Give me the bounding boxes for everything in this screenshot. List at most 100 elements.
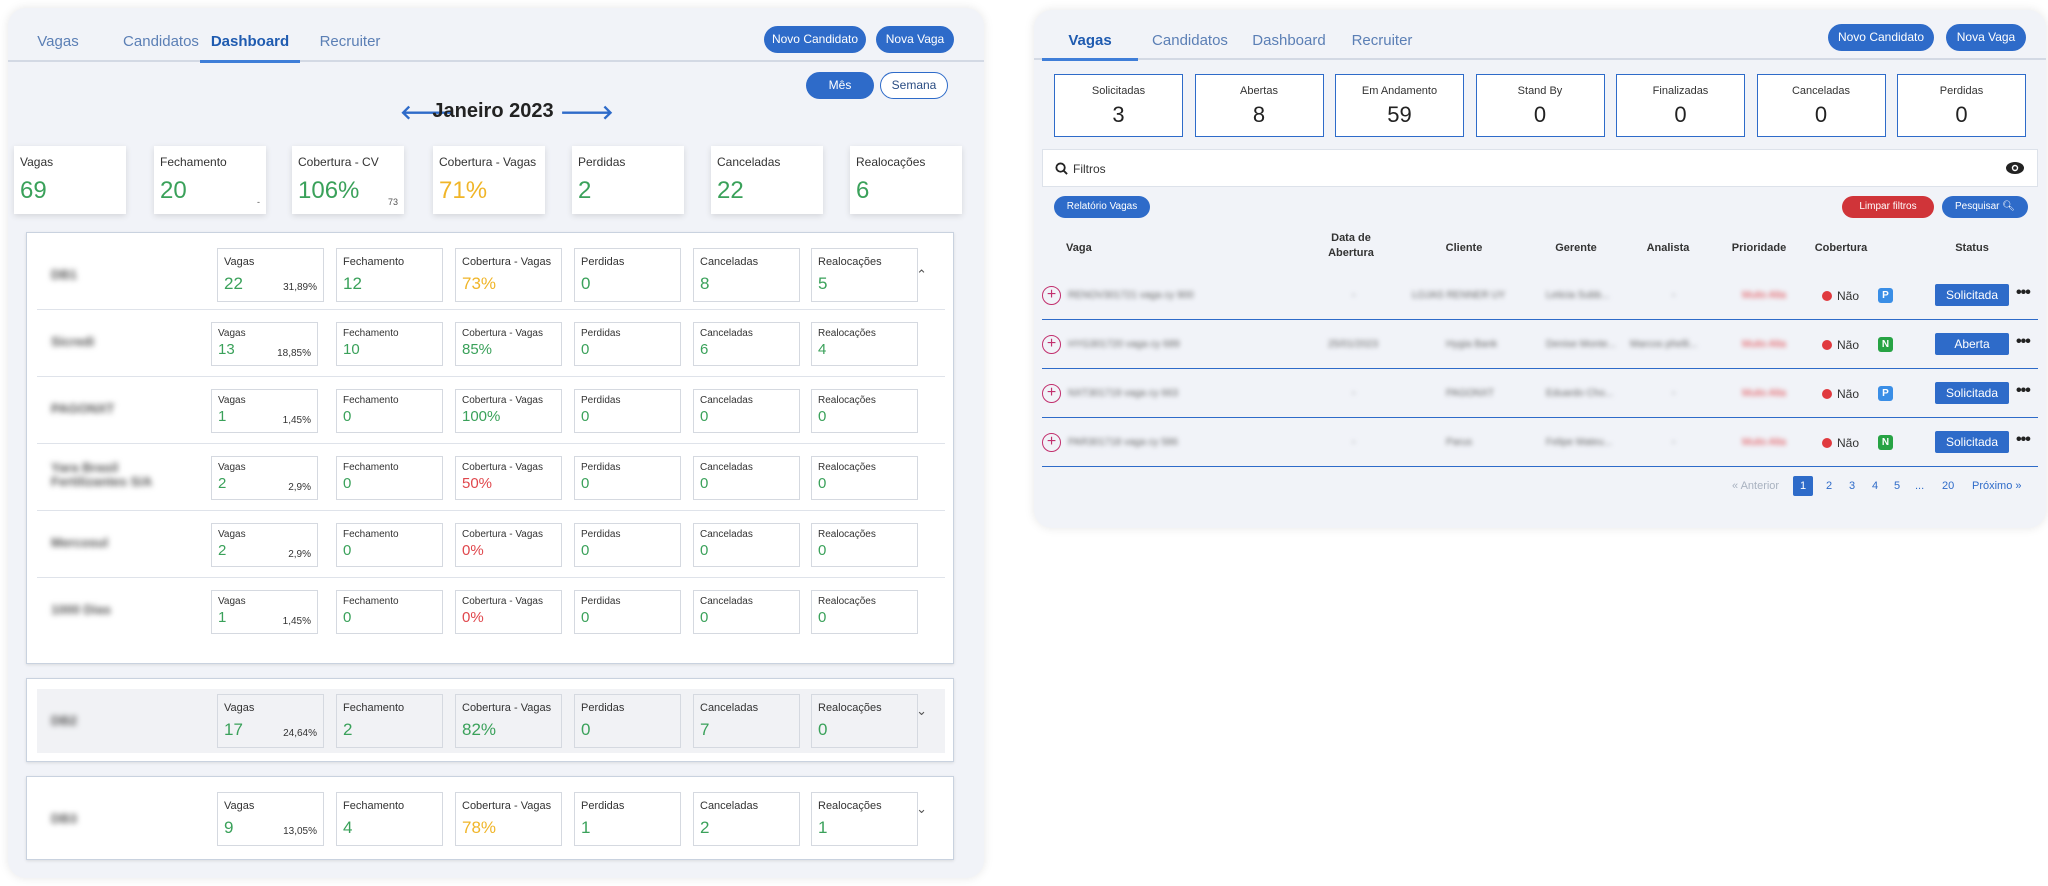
prev-month-arrow-icon[interactable]: 🡐 bbox=[400, 102, 454, 124]
tab-recruiter[interactable]: Recruiter bbox=[1351, 32, 1413, 49]
col-prioridade: Prioridade bbox=[1731, 242, 1787, 254]
cobertura-status-dot-icon bbox=[1822, 340, 1832, 350]
cliente-cell: Parus bbox=[1446, 437, 1473, 448]
chevron-down-icon[interactable]: ⌄ bbox=[916, 801, 927, 816]
expand-plus-icon[interactable]: + bbox=[1042, 384, 1061, 403]
prioridade-cell: Muito Alta bbox=[1742, 339, 1786, 350]
stat-card-em-andamento[interactable]: Em Andamento 59 bbox=[1335, 74, 1464, 137]
stat-value: 0 bbox=[1814, 102, 1828, 127]
pagination-next[interactable]: Próximo » bbox=[1972, 480, 2022, 492]
kpi-card-realocacoes: Realocações 6 bbox=[850, 146, 962, 214]
analista-cell: - bbox=[1672, 290, 1676, 301]
metric-cell-cobertura-vagas: Cobertura - Vagas 82% bbox=[455, 694, 562, 748]
tab-dashboard[interactable]: Dashboard bbox=[200, 8, 300, 63]
limpar-filtros-button[interactable]: Limpar filtros bbox=[1842, 196, 1934, 218]
metric-label: Cobertura - Vagas bbox=[462, 462, 543, 473]
stat-card-stand-by[interactable]: Stand By 0 bbox=[1475, 74, 1605, 137]
metric-value: 0 bbox=[343, 609, 352, 626]
pagination-page[interactable]: 5 bbox=[1894, 480, 1901, 492]
vaga-cell[interactable]: HYG301720 vaga cy 689 bbox=[1068, 339, 1180, 350]
group-header-row[interactable]: DB3 Vagas 9 13,05% Fechamento 4 Cobertura - Va… bbox=[37, 787, 945, 851]
vaga-cell[interactable]: PAR301718 vaga cy 586 bbox=[1068, 437, 1178, 448]
analista-cell: - bbox=[1672, 437, 1676, 448]
mes-button[interactable]: Mês bbox=[806, 72, 874, 99]
metric-value: 7 bbox=[700, 720, 710, 739]
more-options-icon[interactable]: ••• bbox=[2016, 284, 2031, 301]
tab-recruiter[interactable]: Recruiter bbox=[319, 33, 381, 50]
status-button[interactable]: Solicitada bbox=[1935, 284, 2009, 306]
stat-card-finalizadas[interactable]: Finalizadas 0 bbox=[1616, 74, 1745, 137]
expand-plus-icon[interactable]: + bbox=[1042, 286, 1061, 305]
status-button[interactable]: Solicitada bbox=[1935, 431, 2009, 453]
kpi-card-perdidas: Perdidas 2 bbox=[572, 146, 684, 214]
more-options-icon[interactable]: ••• bbox=[2016, 333, 2031, 350]
chevron-down-icon[interactable]: ⌄ bbox=[916, 703, 927, 718]
metric-label: Canceladas bbox=[700, 596, 753, 607]
semana-button[interactable]: Semana bbox=[880, 72, 948, 99]
pesquisar-button[interactable]: Pesquisar 🔍︎ bbox=[1942, 196, 2028, 218]
metric-label: Vagas bbox=[218, 395, 246, 406]
stat-label: Perdidas bbox=[1939, 85, 1984, 97]
status-button[interactable]: Solicitada bbox=[1935, 382, 2009, 404]
expand-plus-icon[interactable]: + bbox=[1042, 433, 1061, 452]
type-badge-n: N bbox=[1878, 435, 1893, 450]
metric-label: Cobertura - Vagas bbox=[462, 328, 543, 339]
stat-card-abertas[interactable]: Abertas 8 bbox=[1194, 74, 1324, 137]
metric-label: Perdidas bbox=[581, 800, 625, 812]
vaga-cell[interactable]: NXT301719 vaga cy 663 bbox=[1068, 388, 1179, 399]
kpi-label: Cobertura - CV bbox=[298, 155, 379, 169]
eye-icon[interactable] bbox=[2005, 161, 2025, 175]
tab-vagas[interactable]: Vagas bbox=[1042, 10, 1138, 61]
row-separator bbox=[37, 577, 945, 578]
nova-vaga-button[interactable]: Nova Vaga bbox=[1946, 24, 2026, 51]
metric-label: Vagas bbox=[218, 596, 246, 607]
vaga-cell[interactable]: RENOV301721 vaga cy 900 bbox=[1068, 290, 1194, 301]
metric-cell-perdidas: Perdidas 0 bbox=[574, 694, 681, 748]
group-header-row[interactable]: DB2 Vagas 17 24,64% Fechamento 2 Cobertura - V… bbox=[37, 689, 945, 753]
tab-candidatos[interactable]: Candidatos bbox=[123, 33, 199, 50]
more-options-icon[interactable]: ••• bbox=[2016, 382, 2031, 399]
stat-card-perdidas[interactable]: Perdidas 0 bbox=[1897, 74, 2026, 137]
tab-dashboard[interactable]: Dashboard bbox=[1252, 32, 1326, 49]
stat-value: 3 bbox=[1112, 102, 1125, 127]
cobertura-status-dot-icon bbox=[1822, 291, 1832, 301]
nova-vaga-button[interactable]: Nova Vaga bbox=[876, 26, 954, 53]
metric-label: Realocações bbox=[818, 256, 882, 268]
expand-plus-icon[interactable]: + bbox=[1042, 335, 1061, 354]
pagination-page[interactable]: 4 bbox=[1872, 480, 1879, 492]
metric-cell-cobertura-vagas: Cobertura - Vagas 78% bbox=[455, 792, 562, 846]
pagination-page[interactable]: 20 bbox=[1942, 480, 1955, 492]
metric-cell-fechamento: Fechamento 4 bbox=[336, 792, 443, 846]
pagination-page[interactable]: ... bbox=[1915, 480, 1925, 492]
metric-value: 0 bbox=[818, 408, 827, 425]
stat-card-canceladas[interactable]: Canceladas 0 bbox=[1756, 74, 1886, 137]
metric-cell-canceladas: Canceladas 7 bbox=[693, 694, 800, 748]
metric-cell-fechamento: Fechamento 0 bbox=[336, 590, 443, 634]
metric-value: 6 bbox=[700, 341, 709, 358]
tab-vagas[interactable]: Vagas bbox=[37, 33, 79, 50]
next-month-arrow-icon[interactable]: 🡒 bbox=[560, 102, 614, 124]
col-vaga: Vaga bbox=[1066, 242, 1092, 254]
chevron-up-icon[interactable]: ⌃ bbox=[916, 267, 927, 282]
data-abertura-cell: - bbox=[1352, 437, 1356, 448]
novo-candidato-button[interactable]: Novo Candidato bbox=[1828, 24, 1934, 51]
relatorio-vagas-button[interactable]: Relatório Vagas bbox=[1054, 196, 1150, 218]
pagination-page[interactable]: 2 bbox=[1826, 480, 1833, 492]
pagination-page[interactable]: 1 bbox=[1793, 476, 1813, 496]
pagination-page[interactable]: 3 bbox=[1849, 480, 1856, 492]
metric-cell-vagas: Vagas 13 18,85% bbox=[211, 322, 318, 366]
metric-cell-canceladas: Canceladas 6 bbox=[693, 322, 800, 366]
metric-cell-cobertura-vagas: Cobertura - Vagas 0% bbox=[455, 590, 562, 634]
metric-percent: 18,85% bbox=[277, 348, 311, 359]
novo-candidato-button[interactable]: Novo Candidato bbox=[764, 26, 866, 53]
metric-cell-realocacoes: Realocações 0 bbox=[811, 389, 918, 433]
group-header-row[interactable]: DB1 Vagas 22 31,89% Fechamento 12 Cobertura - … bbox=[37, 243, 945, 307]
status-button[interactable]: Aberta bbox=[1935, 333, 2009, 355]
stat-card-solicitadas[interactable]: Solicitadas 3 bbox=[1054, 74, 1183, 137]
more-options-icon[interactable]: ••• bbox=[2016, 431, 2031, 448]
tab-candidatos[interactable]: Candidatos bbox=[1152, 32, 1228, 49]
metric-value: 17 bbox=[224, 720, 243, 739]
kpi-label: Cobertura - Vagas bbox=[439, 155, 537, 169]
filters-bar[interactable]: Filtros bbox=[1042, 149, 2038, 187]
metric-label: Fechamento bbox=[343, 529, 399, 540]
